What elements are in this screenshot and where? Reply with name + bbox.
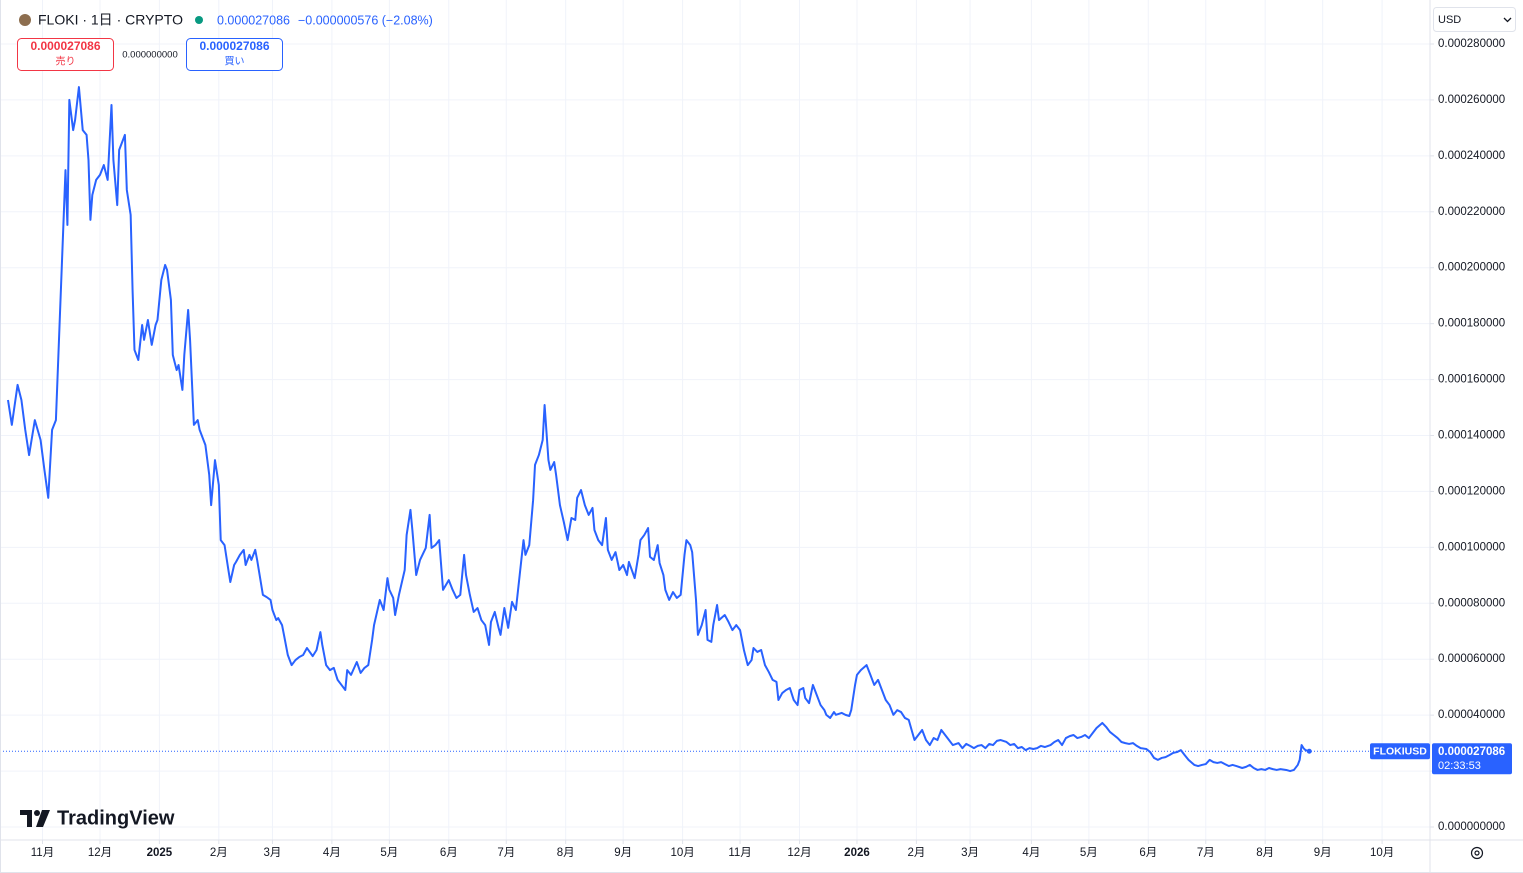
buy-button[interactable] [186,38,283,71]
symbol-price-tag-text: FLOKIUSD [1373,746,1427,758]
header: FLOKI · 1日 · CRYPTO 0.000027086 −0.00000… [17,12,433,71]
sell-label[interactable]: 売り [56,55,76,68]
last-price-tag [1432,743,1512,775]
y-tick-label: 0.000280000 [1438,38,1505,50]
x-tick-label: 2月 [907,847,925,859]
header-price: 0.000027086 [217,13,290,27]
x-tick-label: 11月 [31,847,54,859]
y-tick-label: 0.000260000 [1438,94,1505,106]
x-tick-label: 4月 [1022,847,1040,859]
x-tick-label: 6月 [1139,847,1157,859]
x-tick-label: 6月 [440,847,458,859]
x-tick-label: 11月 [728,847,751,859]
y-tick-label: 0.000160000 [1438,374,1505,386]
header-change: −0.000000576 (−2.08%) [298,13,433,27]
buy-label[interactable]: 買い [225,56,245,68]
y-tick-label: 0.000240000 [1438,150,1505,162]
y-tick-label: 0.000000000 [1438,821,1505,833]
y-tick-label: 0.000180000 [1438,318,1505,330]
logo-dot [34,810,40,816]
settings-center[interactable] [1474,850,1480,856]
y-tick-label: 0.000080000 [1438,597,1505,609]
logo-mark [20,810,32,827]
x-tick-label: 10月 [670,847,694,859]
x-tick-label: 8月 [557,847,575,859]
x-tick-label: 12月 [88,847,112,859]
last-point [1306,748,1312,754]
symbol-price-tag [1370,743,1430,760]
x-tick-label: 10月 [1370,847,1394,859]
x-tick-label: 5月 [1080,847,1098,859]
logo-slash [36,810,50,827]
price-labels: FLOKIUSD 0.000027086 02:33:53 [1370,743,1512,775]
x-tick-label: 9月 [614,847,632,859]
currency-label[interactable]: USD [1438,14,1461,26]
x-tick-label: 3月 [264,847,282,859]
currency-chevron[interactable] [1503,17,1512,23]
x-tick-label: 8月 [1256,847,1274,859]
currency-select[interactable] [1433,7,1516,32]
x-tick-label: 3月 [961,847,979,859]
settings-icon[interactable] [1470,846,1484,860]
price-line [7,86,1310,773]
plot [0,86,1430,773]
symbol-title[interactable]: FLOKI · 1日 · CRYPTO [38,12,183,28]
branding-text: TradingView [57,807,175,829]
grid [0,0,1430,840]
x-tick-label: 2025 [147,847,173,859]
spread: 0.000000000 [122,50,177,61]
sell-button[interactable] [17,38,114,71]
buy-price[interactable]: 0.000027086 [199,39,269,53]
branding-logo: TradingView [20,807,175,829]
countdown: 02:33:53 [1438,760,1481,772]
symbol-icon[interactable] [19,14,31,26]
x-tick-label: 9月 [1314,847,1332,859]
x-tick-label: 4月 [323,847,341,859]
y-tick-label: 0.000220000 [1438,206,1505,218]
x-tick-label: 12月 [787,847,811,859]
x-tick-label: 2026 [844,847,870,859]
settings-ring[interactable] [1470,846,1484,860]
y-tick-label: 0.000120000 [1438,485,1505,497]
sell-price[interactable]: 0.000027086 [30,39,100,53]
last-price-tag-value: 0.000027086 [1438,746,1505,758]
x-tick-label: 7月 [497,847,515,859]
y-tick-label: 0.000200000 [1438,262,1505,274]
x-tick-label: 7月 [1197,847,1215,859]
market-status[interactable] [195,16,203,24]
y-tick-label: 0.000040000 [1438,709,1505,721]
y-tick-label: 0.000100000 [1438,541,1505,553]
x-tick-label: 5月 [380,847,398,859]
x-tick-label: 2月 [210,847,228,859]
y-tick-label: 0.000140000 [1438,430,1505,442]
y-tick-label: 0.000060000 [1438,653,1505,665]
